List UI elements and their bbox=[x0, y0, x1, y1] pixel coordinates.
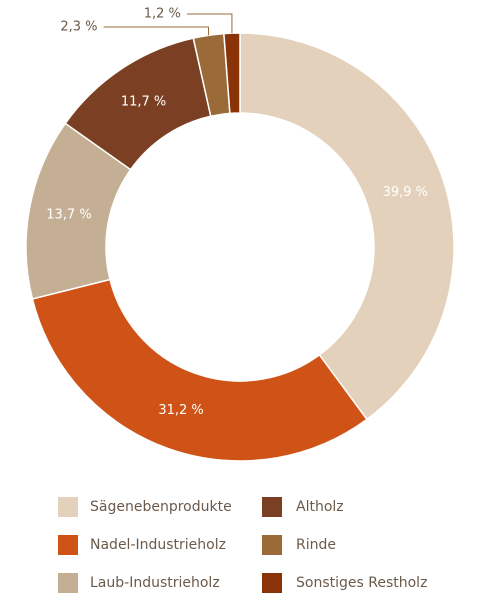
legend-swatch bbox=[262, 535, 282, 555]
legend-label: Sonstiges Restholz bbox=[296, 575, 427, 591]
donut-slice bbox=[31, 278, 368, 462]
legend-label: Sägenebenprodukte bbox=[90, 499, 232, 515]
slice-label: 11,7 % bbox=[121, 95, 166, 110]
legend-swatch bbox=[58, 573, 78, 593]
slice-label: 1,2 % bbox=[144, 7, 181, 22]
legend-swatch bbox=[262, 573, 282, 593]
leader-line bbox=[103, 26, 210, 36]
legend-swatch bbox=[262, 497, 282, 517]
legend-label: Altholz bbox=[296, 499, 344, 515]
donut-slice bbox=[239, 32, 455, 421]
legend-label: Laub-Industrieholz bbox=[90, 575, 220, 591]
slice-label: 13,7 % bbox=[46, 207, 91, 222]
leader-line bbox=[186, 13, 233, 34]
slice-label: 39,9 % bbox=[383, 185, 428, 200]
legend-swatch bbox=[58, 497, 78, 517]
donut-slice bbox=[223, 32, 241, 115]
legend-swatch bbox=[58, 535, 78, 555]
slice-label: 2,3 % bbox=[60, 20, 97, 35]
legend-label: Nadel-Industrieholz bbox=[90, 537, 226, 553]
legend-label: Rinde bbox=[296, 537, 336, 553]
slice-label: 31,2 % bbox=[158, 403, 203, 418]
